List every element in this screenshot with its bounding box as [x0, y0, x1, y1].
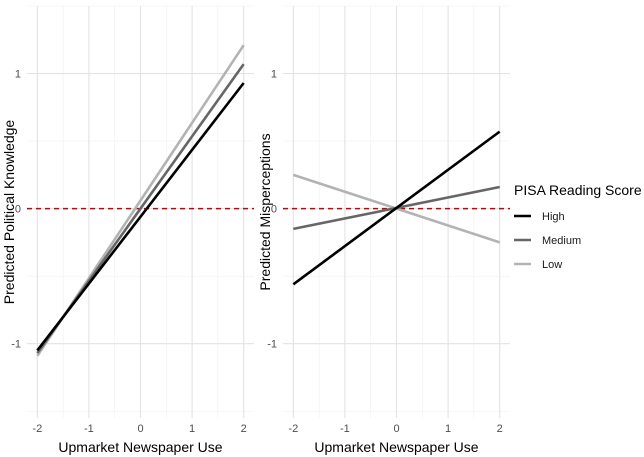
y-tick-label: -1	[11, 339, 21, 351]
y-tick-labels: -1 0 1	[267, 69, 277, 351]
y-tick-labels: -1 0 1	[11, 69, 21, 351]
series-lines	[292, 130, 501, 286]
x-tick-label: -1	[84, 423, 94, 435]
y-tick-label: 1	[271, 69, 277, 81]
y-tick-label: 1	[15, 69, 21, 81]
x-tick-label: -2	[288, 423, 298, 435]
x-axis-title: Upmarket Newspaper Use	[314, 439, 478, 455]
legend-item-medium: Medium	[514, 235, 581, 247]
x-tick-label: -1	[340, 423, 350, 435]
legend: PISA Reading Score High Medium Low	[514, 182, 642, 271]
x-tick-label: 1	[445, 423, 451, 435]
y-tick-label: -1	[267, 339, 277, 351]
series-lines	[36, 44, 245, 357]
legend-item-low: Low	[514, 259, 562, 271]
y-axis-title: Predicted Misperceptions	[257, 133, 273, 290]
y-tick-label: 0	[271, 204, 277, 216]
series-line-high	[36, 82, 245, 352]
x-tick-label: 1	[189, 423, 195, 435]
y-tick-label: 0	[15, 204, 21, 216]
legend-item-high: High	[514, 211, 565, 223]
panel-misperceptions: -1 0 1 -2 -1 0 1 2 Upmarket Newspaper Use Pred…	[257, 5, 510, 455]
panel-political-knowledge: -1 0 1 -2 -1 0 1 2 Upmarket Newspaper Use Pred…	[1, 5, 254, 455]
legend-title: PISA Reading Score	[514, 182, 642, 198]
x-axis-title: Upmarket Newspaper Use	[58, 439, 222, 455]
x-tick-label: 0	[393, 423, 399, 435]
x-tick-label: -2	[32, 423, 42, 435]
legend-label: High	[542, 211, 565, 223]
gridlines	[283, 5, 510, 418]
x-tick-label: 2	[497, 423, 503, 435]
x-tick-labels: -2 -1 0 1 2	[32, 423, 246, 435]
y-axis-title: Predicted Political Knowledge	[1, 120, 17, 305]
series-line-high	[292, 130, 501, 286]
legend-label: Low	[542, 259, 562, 271]
gridlines	[27, 5, 254, 418]
x-tick-label: 0	[137, 423, 143, 435]
x-tick-label: 2	[241, 423, 247, 435]
legend-label: Medium	[542, 235, 581, 247]
x-tick-labels: -2 -1 0 1 2	[288, 423, 502, 435]
